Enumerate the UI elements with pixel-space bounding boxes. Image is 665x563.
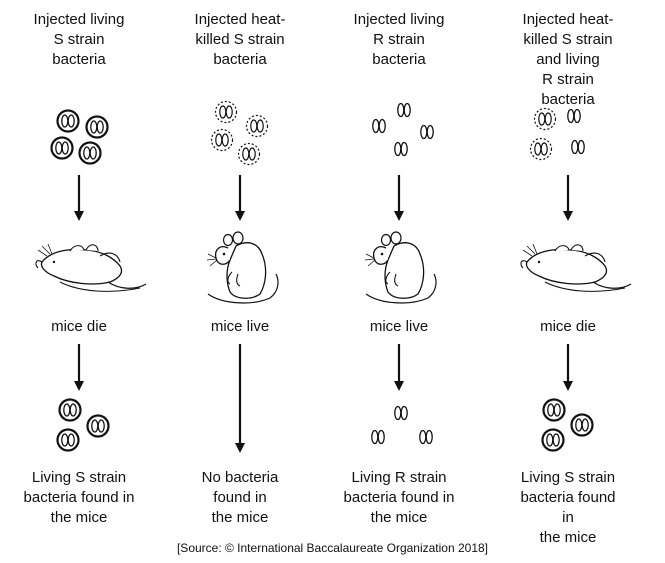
column-3-outcome: mice live bbox=[369, 318, 429, 335]
column-3-result: Living R strain bacteria found in the mi… bbox=[343, 469, 455, 526]
dead-mouse-icon bbox=[520, 243, 632, 293]
column-3-result-bacteria-icon bbox=[371, 405, 433, 445]
live-mouse-icon bbox=[206, 231, 279, 304]
column-4-outcome: mice die bbox=[540, 318, 596, 335]
dead-mouse-icon bbox=[35, 243, 147, 293]
column-1-outcome: mice die bbox=[51, 318, 107, 335]
column-1-result-bacteria-icon bbox=[56, 398, 110, 452]
column-2-outcome: mice live bbox=[210, 318, 270, 335]
column-2-result: No bacteria found in the mice bbox=[201, 469, 279, 526]
column-4-result: Living S strain bacteria found in the mi… bbox=[520, 469, 616, 546]
column-2-title: Injected heat- killed S strain bacteria bbox=[194, 11, 286, 68]
column-2-bacteria-icon bbox=[210, 100, 269, 166]
column-1-bacteria-icon bbox=[50, 109, 109, 165]
column-4-result-bacteria-icon bbox=[541, 398, 594, 452]
column-4-bacteria-icon bbox=[529, 107, 585, 161]
column-1-result: Living S strain bacteria found in the mi… bbox=[23, 469, 135, 526]
column-4-title: Injected heat- killed S strain and livin… bbox=[522, 11, 614, 108]
live-mouse-icon bbox=[364, 231, 437, 304]
source-citation: [Source: © International Baccalaureate O… bbox=[176, 541, 489, 555]
column-1-title: Injected living S strain bacteria bbox=[33, 11, 125, 68]
column-3-title: Injected living R strain bacteria bbox=[353, 11, 445, 68]
column-3-bacteria-icon bbox=[372, 102, 434, 157]
